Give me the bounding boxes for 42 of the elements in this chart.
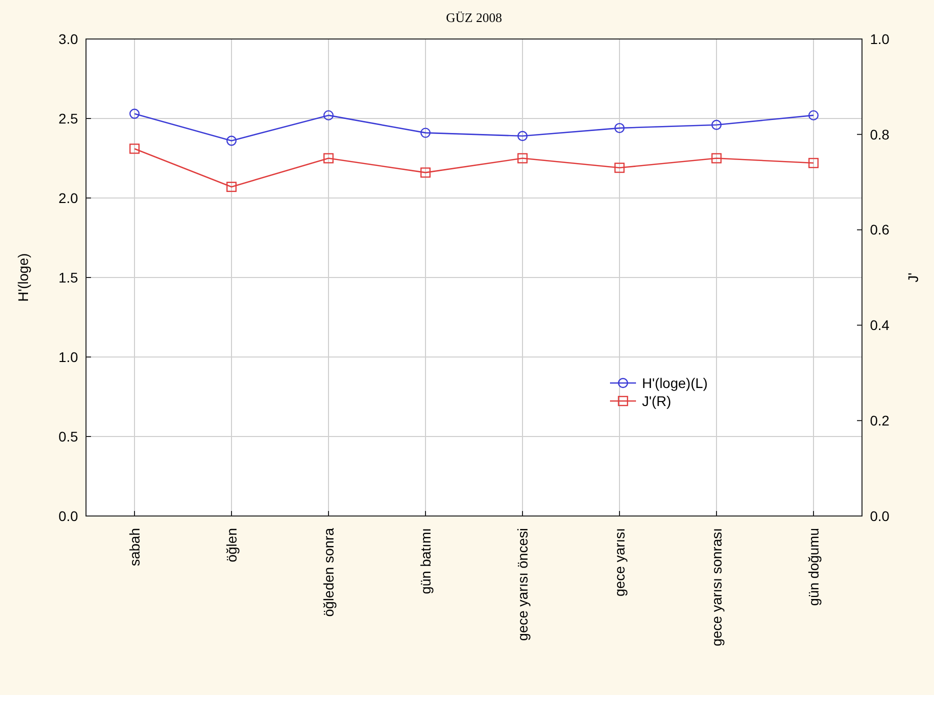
y-axis-title: H'(loge) (15, 253, 31, 302)
y-tick-label: 1.5 (58, 269, 78, 286)
point (226, 136, 237, 146)
point (129, 144, 140, 154)
point (129, 108, 140, 119)
point (711, 153, 722, 164)
y2-tick-label: 0.0 (870, 508, 890, 524)
point (226, 182, 237, 192)
y2-tick-label: 0.2 (870, 412, 890, 428)
y2-tick-label: 0.4 (870, 317, 890, 334)
x-tick-label: gün doğumu (806, 528, 822, 606)
point (323, 153, 334, 164)
legend-label: H'(loge)(L) (642, 374, 708, 391)
point (614, 162, 625, 173)
point (808, 158, 819, 168)
y-tick-label: 3.0 (58, 30, 78, 47)
x-tick-label: öğlen (224, 528, 240, 562)
legend-label: J'(R) (642, 392, 672, 409)
point (614, 122, 625, 134)
y-tick-label: 0.5 (58, 428, 78, 444)
point (517, 153, 528, 164)
chart-title: GÜZ 2008 (446, 10, 502, 25)
x-tick-label: gece yarısı öncesi (514, 528, 530, 641)
y2-tick-label: 1.0 (870, 30, 890, 47)
point (323, 110, 334, 120)
point (420, 128, 431, 138)
y2-tick-label: 0.6 (870, 222, 890, 238)
y-tick-label: 1.0 (58, 348, 78, 365)
y-tick-label: 2.0 (58, 190, 78, 206)
point (517, 130, 528, 142)
x-tick-label: öğleden sonra (320, 528, 336, 617)
x-tick-label: gece yarısı sonrası (708, 528, 724, 646)
y-tick-label: 0.0 (58, 508, 78, 524)
y2-axis-title: J' (905, 272, 921, 282)
point (808, 110, 819, 120)
x-tick-label: gece yarısı (612, 528, 628, 596)
x-tick-label: gün batımı (418, 528, 434, 594)
point (420, 167, 431, 178)
point (711, 120, 722, 130)
y-tick-label: 2.5 (58, 110, 78, 126)
y2-tick-label: 0.8 (870, 126, 890, 142)
x-tick-label: sabah (126, 528, 142, 566)
